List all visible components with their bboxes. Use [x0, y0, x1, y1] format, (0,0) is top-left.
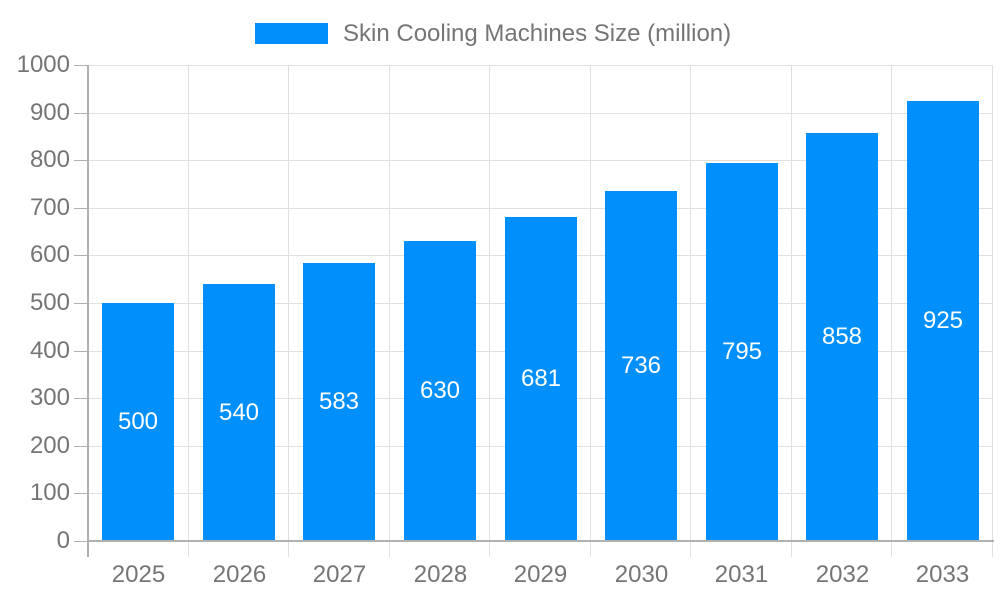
bar-value-label: 630	[419, 377, 461, 404]
bar-2028[interactable]: 630	[404, 241, 476, 541]
x-axis-tick-label: 2031	[714, 561, 769, 588]
gridline-horizontal	[88, 112, 993, 114]
bar-value-label: 736	[620, 352, 662, 379]
x-axis-tick	[389, 541, 390, 557]
y-axis-tick-label: 900	[29, 99, 70, 126]
x-axis-tick	[188, 541, 189, 557]
x-axis-tick-label: 2027	[312, 561, 367, 588]
x-axis-tick-label: 2033	[915, 561, 970, 588]
gridline-vertical	[389, 65, 390, 541]
y-axis-tick	[74, 65, 88, 66]
x-axis-tick-label: 2028	[413, 561, 468, 588]
y-axis-tick-label: 600	[29, 241, 70, 268]
x-axis-tick-label: 2026	[212, 561, 267, 588]
y-axis-tick	[74, 398, 88, 399]
gridline-horizontal	[88, 65, 993, 66]
y-axis-tick-label: 800	[29, 146, 70, 173]
gridline-vertical	[992, 65, 993, 541]
y-axis-tick-label: 200	[29, 432, 70, 459]
y-axis-tick	[74, 493, 88, 494]
y-axis-tick-label: 700	[29, 194, 70, 221]
x-axis-tick-label: 2032	[815, 561, 870, 588]
legend-item[interactable]: Skin Cooling Machines Size (million)	[255, 20, 731, 47]
y-axis-tick	[74, 208, 88, 209]
y-axis-tick	[74, 446, 88, 447]
y-axis-tick-label: 300	[29, 384, 70, 411]
gridline-vertical	[891, 65, 892, 541]
y-axis-tick-label: 400	[29, 337, 70, 364]
gridline-vertical	[690, 65, 691, 541]
gridline-horizontal	[88, 207, 993, 209]
bar-value-label: 540	[218, 398, 260, 426]
y-axis-tick	[74, 351, 88, 352]
gridline-vertical	[791, 65, 792, 541]
x-axis-tick	[891, 541, 892, 557]
x-axis-tick	[690, 541, 691, 557]
bar-2033[interactable]: 925	[907, 101, 979, 541]
bar-value-label: 795	[721, 338, 763, 365]
x-axis-tick-label: 2029	[513, 561, 568, 588]
gridline-vertical	[489, 65, 490, 541]
x-axis-tick	[489, 541, 490, 557]
gridline-vertical	[188, 65, 189, 541]
y-axis-tick-label: 1000	[16, 51, 70, 78]
x-axis-tick-label: 2030	[614, 561, 669, 588]
bar-value-label: 681	[520, 365, 562, 392]
bar-2030[interactable]: 736	[605, 191, 677, 541]
x-axis-tick	[288, 541, 289, 557]
y-axis-tick-label: 0	[56, 527, 70, 554]
gridline-vertical	[288, 65, 289, 541]
x-axis-line	[87, 540, 994, 542]
gridline-horizontal	[88, 160, 993, 162]
bar-2027[interactable]: 583	[303, 263, 375, 541]
bar-2032[interactable]: 858	[806, 133, 878, 541]
bar-value-label: 583	[318, 388, 360, 415]
plot-area: 500 540 583 630 681 736 795 858 925	[88, 65, 993, 541]
legend-swatch-icon	[255, 23, 328, 44]
bar-value-label: 858	[821, 323, 863, 350]
bar-value-label: 500	[117, 408, 159, 435]
bar-2026[interactable]: 540	[203, 284, 275, 541]
y-axis-tick	[74, 541, 88, 542]
y-axis-tick-label: 100	[29, 479, 70, 506]
bar-2031[interactable]: 795	[706, 163, 778, 541]
y-axis-tick-label: 500	[29, 289, 70, 316]
y-axis-tick	[74, 255, 88, 256]
x-axis-tick	[992, 541, 993, 557]
legend-label: Skin Cooling Machines Size (million)	[343, 20, 732, 47]
bar-2029[interactable]: 681	[505, 217, 577, 541]
bar-2025[interactable]: 500	[102, 303, 174, 541]
bar-value-label: 925	[922, 307, 964, 334]
x-axis-tick-label: 2025	[111, 561, 166, 588]
y-axis-tick	[74, 303, 88, 304]
y-axis-tick	[74, 160, 88, 161]
gridline-vertical	[590, 65, 591, 541]
y-axis-line	[87, 65, 89, 557]
x-axis-tick	[590, 541, 591, 557]
y-axis-tick	[74, 113, 88, 114]
x-axis-tick	[791, 541, 792, 557]
